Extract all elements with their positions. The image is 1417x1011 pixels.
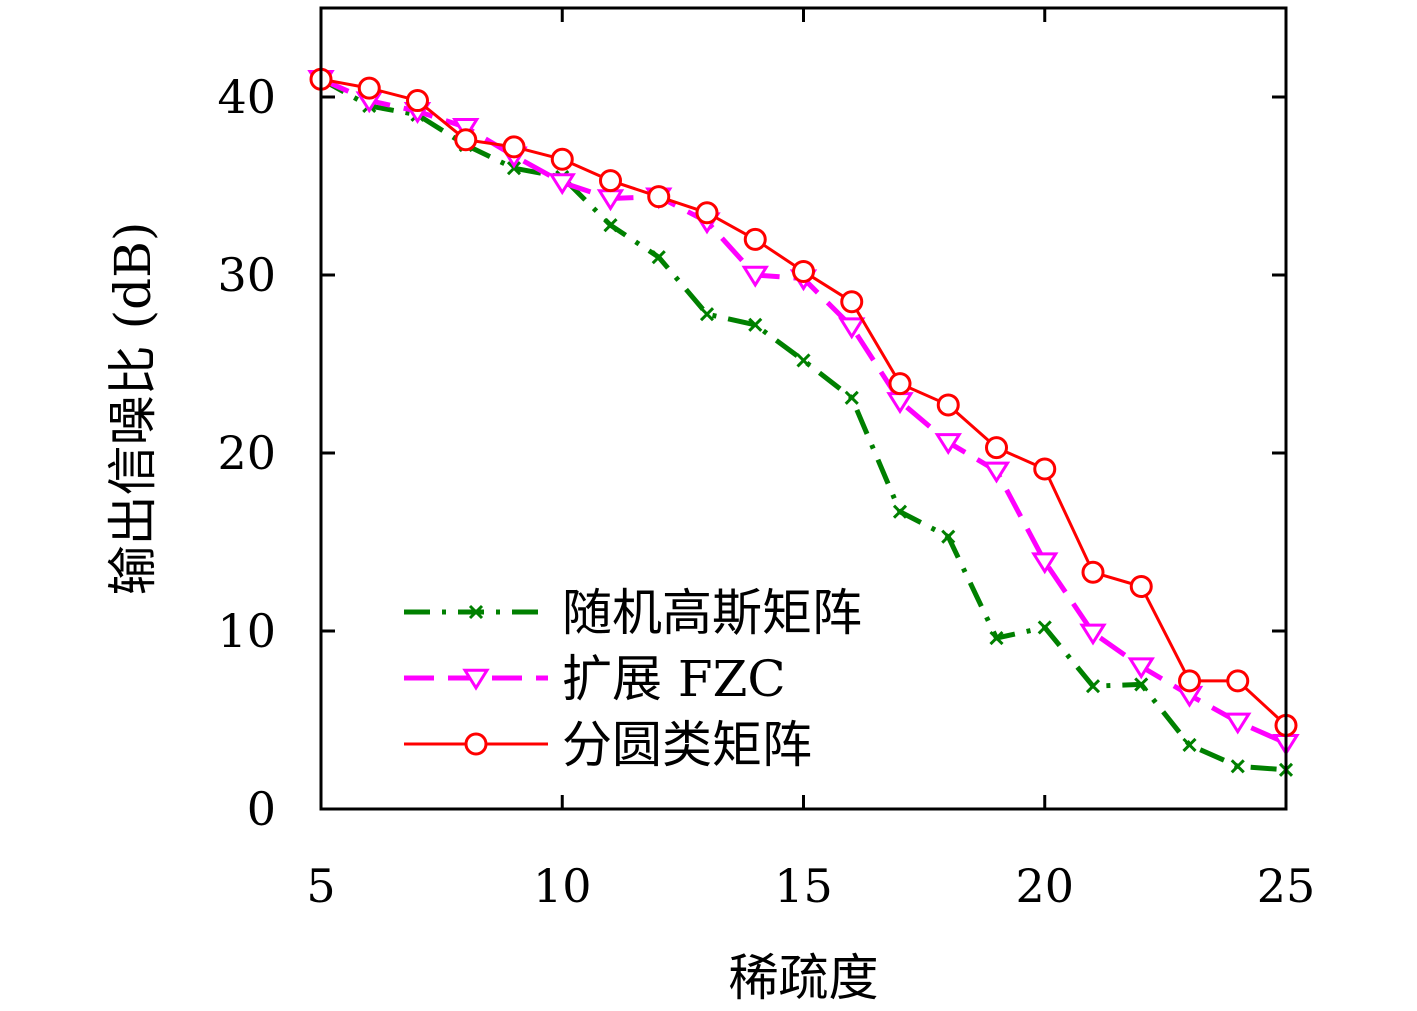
data-point [1182, 737, 1197, 752]
y-tick-label: 20 [217, 426, 276, 480]
series-line [319, 76, 1288, 746]
legend-item: 扩展 FZC [404, 650, 786, 708]
data-point [840, 290, 864, 314]
series-layer [307, 67, 1300, 777]
y-tick-label: 30 [217, 248, 276, 302]
series-line [319, 77, 1287, 773]
x-tick-label: 15 [774, 859, 833, 913]
ticks-layer: 5 10 15 20 25 0 10 20 30 40 [217, 8, 1315, 913]
legend-marker [468, 604, 484, 620]
data-point [550, 147, 574, 171]
series-3 [309, 67, 1298, 737]
data-point [1127, 657, 1155, 680]
legend-label: 分圆类矩阵 [562, 716, 812, 774]
data-point [989, 631, 1004, 646]
data-point [892, 504, 908, 519]
data-point [888, 372, 912, 396]
data-point [1129, 575, 1153, 598]
data-point [695, 201, 719, 225]
data-point [985, 436, 1008, 460]
x-axis-title: 稀疏度 [729, 949, 879, 1007]
data-point [1134, 677, 1149, 692]
x-tick-label: 10 [533, 859, 592, 913]
data-point [406, 89, 429, 113]
data-point [651, 250, 666, 265]
data-point [1178, 669, 1201, 693]
data-point [934, 433, 962, 456]
data-point [792, 259, 815, 283]
data-point [982, 461, 1011, 484]
data-point [1037, 620, 1052, 635]
x-tick-label: 20 [1015, 859, 1074, 913]
data-point [838, 317, 866, 340]
data-point [936, 393, 960, 417]
legend-label: 扩展 FZC [562, 650, 786, 708]
data-point [1081, 560, 1105, 584]
data-point [741, 265, 769, 288]
y-tick-label: 0 [247, 782, 276, 836]
data-point [1230, 759, 1245, 774]
data-point [1033, 457, 1057, 481]
data-point [796, 353, 811, 368]
x-tick-label: 25 [1257, 859, 1316, 913]
data-point [1079, 623, 1107, 646]
y-tick-label: 40 [217, 70, 276, 124]
y-tick-label: 10 [217, 604, 276, 658]
legend-marker [462, 668, 490, 691]
data-point [748, 317, 763, 332]
legend-marker [464, 732, 488, 756]
legend-label: 随机高斯矩阵 [562, 584, 862, 642]
data-point [357, 76, 381, 100]
data-point [743, 227, 767, 251]
x-tick-label: 5 [306, 859, 335, 913]
data-point [941, 529, 956, 544]
series-2 [307, 70, 1300, 756]
data-point [599, 169, 622, 193]
data-point [1224, 712, 1252, 735]
data-point [1085, 679, 1101, 694]
data-point [502, 135, 526, 159]
legend-item: 随机高斯矩阵 [404, 584, 862, 642]
data-point [1226, 669, 1250, 693]
data-point [454, 128, 478, 152]
data-point [647, 185, 671, 209]
data-point [603, 218, 618, 233]
y-axis-title: 输出信噪比 (dB) [104, 222, 162, 596]
data-point [844, 390, 859, 405]
data-point [699, 307, 715, 322]
data-point [548, 173, 576, 196]
legend-item: 分圆类矩阵 [404, 716, 812, 774]
data-point [1031, 552, 1059, 575]
